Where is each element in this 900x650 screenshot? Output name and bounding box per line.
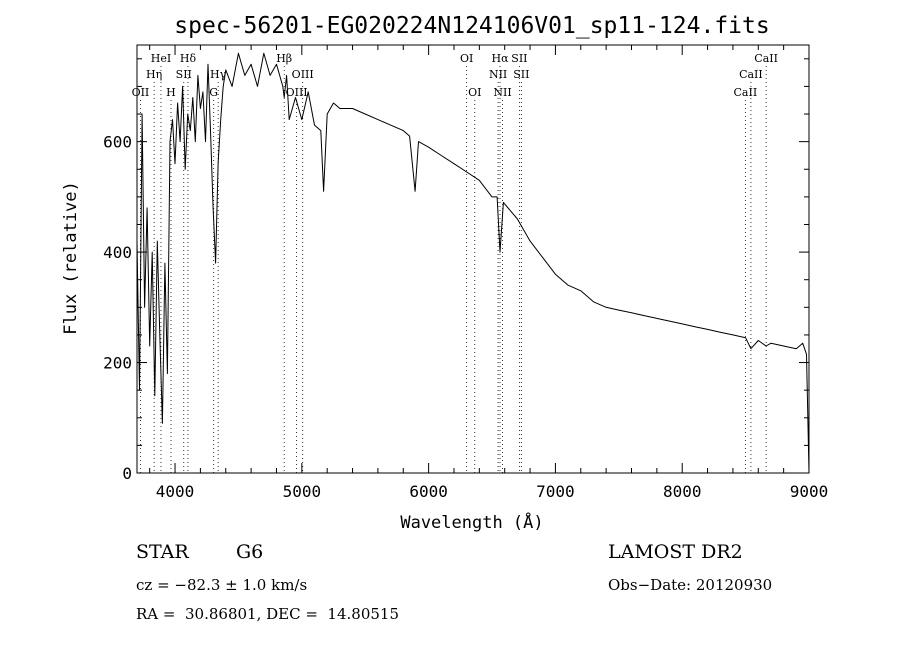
plot-border bbox=[136, 44, 810, 474]
redshift-velocity: cz = −82.3 ± 1.0 km/s bbox=[136, 576, 308, 594]
line-label: NII bbox=[489, 68, 507, 81]
y-tick-label: 600 bbox=[103, 133, 132, 152]
line-label: H bbox=[166, 86, 176, 99]
observation-date: Obs−Date: 20120930 bbox=[608, 576, 773, 594]
line-label: OIII bbox=[286, 86, 308, 99]
y-tick-label: 0 bbox=[122, 464, 132, 483]
object-type: STAR bbox=[136, 541, 189, 563]
line-label: HeI bbox=[151, 52, 171, 65]
line-label: CaII bbox=[754, 52, 778, 65]
line-label: Hη bbox=[146, 68, 162, 81]
line-label: OI bbox=[468, 86, 481, 99]
x-tick-label: 7000 bbox=[536, 482, 575, 501]
x-tick-label: 4000 bbox=[156, 482, 195, 501]
x-tick-label: 6000 bbox=[409, 482, 448, 501]
axis-ticks: 4000 5000 6000 7000 8000 9000 0 200 400 600 bbox=[103, 45, 828, 501]
line-label: OI bbox=[460, 52, 473, 65]
line-label: OII bbox=[132, 86, 150, 99]
x-tick-label: 5000 bbox=[283, 482, 322, 501]
spectrum-line bbox=[136, 52, 810, 474]
y-axis-label: Flux (relative) bbox=[61, 181, 81, 335]
line-label: CaII bbox=[739, 68, 763, 81]
survey-name: LAMOST DR2 bbox=[608, 541, 743, 563]
line-label: SII bbox=[511, 52, 527, 65]
plot-frame bbox=[136, 44, 810, 474]
y-tick-label: 400 bbox=[103, 243, 132, 262]
line-label: Hγ bbox=[210, 68, 227, 81]
x-axis-label: Wavelength (Å) bbox=[400, 511, 543, 533]
line-label: G bbox=[209, 86, 218, 99]
x-tick-label: 8000 bbox=[663, 482, 702, 501]
line-label: SII bbox=[513, 68, 529, 81]
line-label: CaII bbox=[734, 86, 758, 99]
y-tick-label: 200 bbox=[103, 354, 132, 373]
line-label: SII bbox=[176, 68, 192, 81]
line-label: OIII bbox=[292, 68, 314, 81]
x-tick-label: 9000 bbox=[790, 482, 829, 501]
line-label: Hδ bbox=[180, 52, 197, 65]
line-label: Hβ bbox=[276, 52, 292, 65]
series-layer bbox=[136, 52, 810, 474]
line-label: NII bbox=[493, 86, 511, 99]
spectral-line-markers: OIIHηHeIHSIIHδHγGHβOIIIOIIIOIOIHαNIINIIS… bbox=[132, 52, 778, 473]
coordinates: RA = 30.86801, DEC = 14.80515 bbox=[136, 605, 400, 623]
chart-title: spec-56201-EG020224N124106V01_sp11-124.f… bbox=[174, 13, 769, 39]
line-label: Hα bbox=[491, 52, 509, 65]
subclass: G6 bbox=[236, 541, 264, 563]
